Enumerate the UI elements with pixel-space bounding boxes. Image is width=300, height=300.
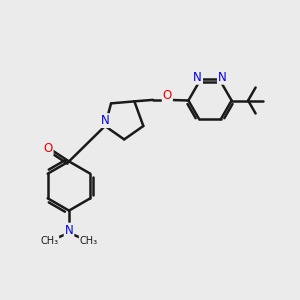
Text: CH₃: CH₃ xyxy=(80,236,98,246)
Text: N: N xyxy=(218,71,227,84)
Text: CH₃: CH₃ xyxy=(40,236,58,246)
Text: O: O xyxy=(44,142,52,155)
Text: O: O xyxy=(163,89,172,102)
Text: N: N xyxy=(193,71,202,84)
Text: N: N xyxy=(100,114,109,127)
Text: N: N xyxy=(64,224,74,237)
